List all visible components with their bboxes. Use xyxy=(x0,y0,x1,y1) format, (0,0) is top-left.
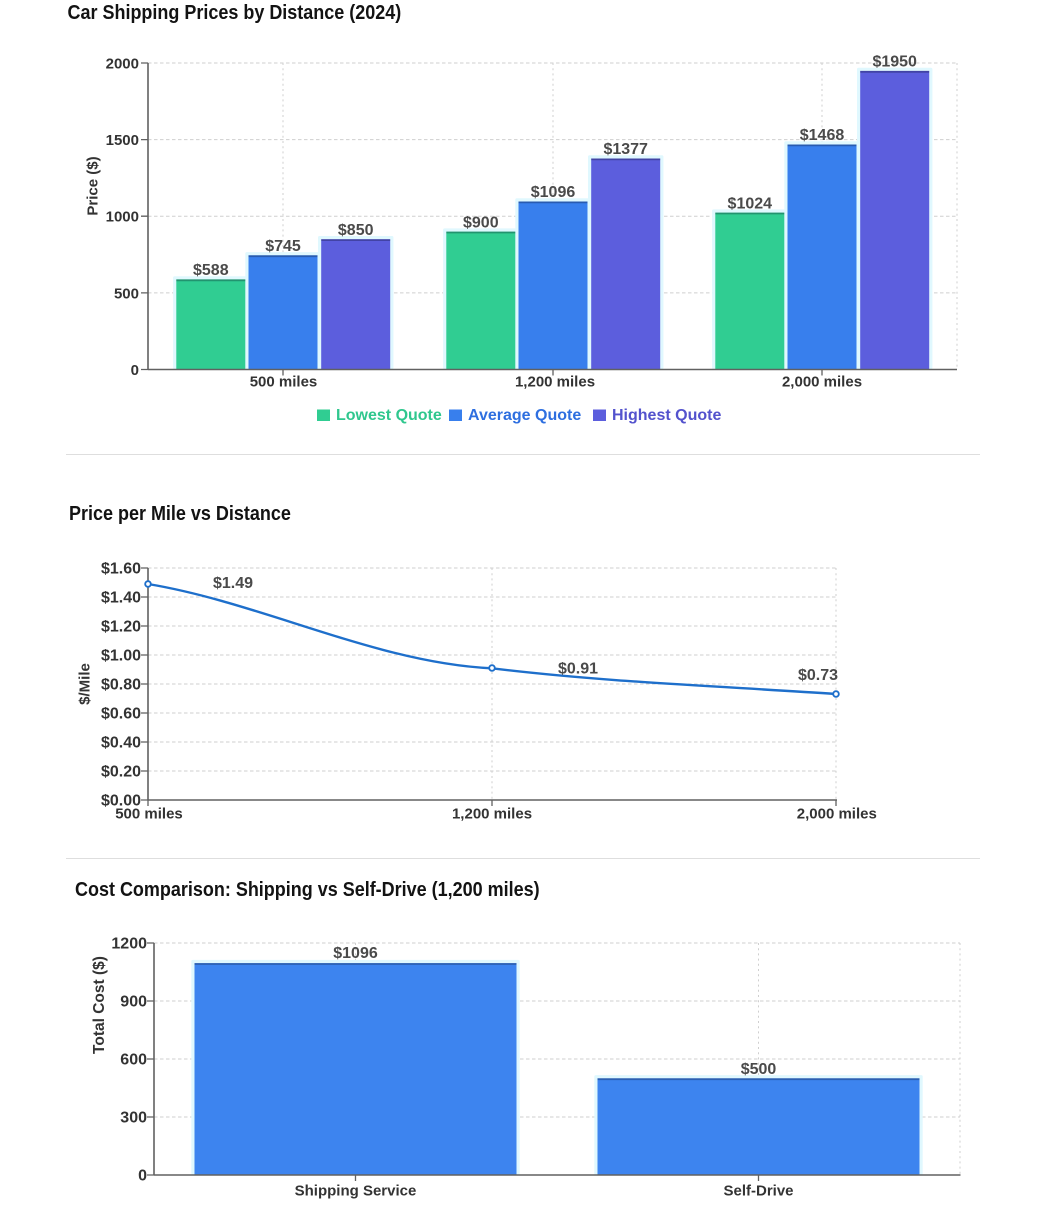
svg-text:1000: 1000 xyxy=(106,209,139,226)
svg-text:$1.40: $1.40 xyxy=(101,590,141,607)
svg-text:$900: $900 xyxy=(463,214,499,231)
svg-text:500 miles: 500 miles xyxy=(115,806,183,823)
svg-text:$0.40: $0.40 xyxy=(101,735,141,752)
svg-text:2000: 2000 xyxy=(106,56,139,73)
svg-text:$1.49: $1.49 xyxy=(213,575,253,592)
svg-text:Highest Quote: Highest Quote xyxy=(612,407,721,424)
svg-text:Lowest Quote: Lowest Quote xyxy=(336,407,442,424)
svg-text:$1.60: $1.60 xyxy=(101,561,141,578)
svg-text:500: 500 xyxy=(114,285,139,302)
svg-text:$1096: $1096 xyxy=(333,945,378,962)
svg-text:$1950: $1950 xyxy=(872,54,917,71)
svg-text:$0.80: $0.80 xyxy=(101,677,141,694)
svg-text:$1096: $1096 xyxy=(531,184,576,201)
svg-text:0: 0 xyxy=(138,1168,147,1185)
svg-text:$0.60: $0.60 xyxy=(101,706,141,723)
svg-text:1500: 1500 xyxy=(106,132,139,149)
svg-text:$0.20: $0.20 xyxy=(101,764,141,781)
svg-text:600: 600 xyxy=(120,1052,147,1069)
svg-text:Total Cost ($): Total Cost ($) xyxy=(91,956,108,1054)
svg-text:$1.20: $1.20 xyxy=(101,619,141,636)
svg-text:Shipping Service: Shipping Service xyxy=(295,1183,417,1200)
svg-text:$0.73: $0.73 xyxy=(798,667,838,684)
svg-text:1,200 miles: 1,200 miles xyxy=(452,806,532,823)
svg-text:1,200 miles: 1,200 miles xyxy=(515,374,595,391)
svg-text:Car Shipping Prices by Distanc: Car Shipping Prices by Distance (2024) xyxy=(68,1,402,24)
svg-text:$1377: $1377 xyxy=(603,141,648,158)
svg-text:Price per Mile vs Distance: Price per Mile vs Distance xyxy=(69,502,291,525)
svg-text:1200: 1200 xyxy=(111,936,147,953)
svg-text:900: 900 xyxy=(120,994,147,1011)
svg-text:$850: $850 xyxy=(338,222,374,239)
svg-text:$0.91: $0.91 xyxy=(558,661,598,678)
svg-text:2,000 miles: 2,000 miles xyxy=(797,806,877,823)
svg-text:Cost Comparison: Shipping vs S: Cost Comparison: Shipping vs Self-Drive … xyxy=(75,878,540,901)
svg-text:$745: $745 xyxy=(265,238,301,255)
svg-text:Average Quote: Average Quote xyxy=(468,407,581,424)
svg-text:$/Mile: $/Mile xyxy=(77,663,94,705)
svg-text:500 miles: 500 miles xyxy=(250,374,318,391)
svg-text:2,000 miles: 2,000 miles xyxy=(782,374,862,391)
svg-text:$1024: $1024 xyxy=(728,195,773,212)
svg-text:$1468: $1468 xyxy=(800,127,845,144)
svg-text:300: 300 xyxy=(120,1110,147,1127)
svg-text:$0.00: $0.00 xyxy=(101,793,141,810)
svg-text:$1.00: $1.00 xyxy=(101,648,141,665)
svg-text:$500: $500 xyxy=(741,1061,777,1078)
svg-text:0: 0 xyxy=(131,362,139,379)
svg-text:Self-Drive: Self-Drive xyxy=(723,1183,793,1200)
svg-text:$588: $588 xyxy=(193,262,229,279)
svg-text:Price ($): Price ($) xyxy=(85,156,102,215)
